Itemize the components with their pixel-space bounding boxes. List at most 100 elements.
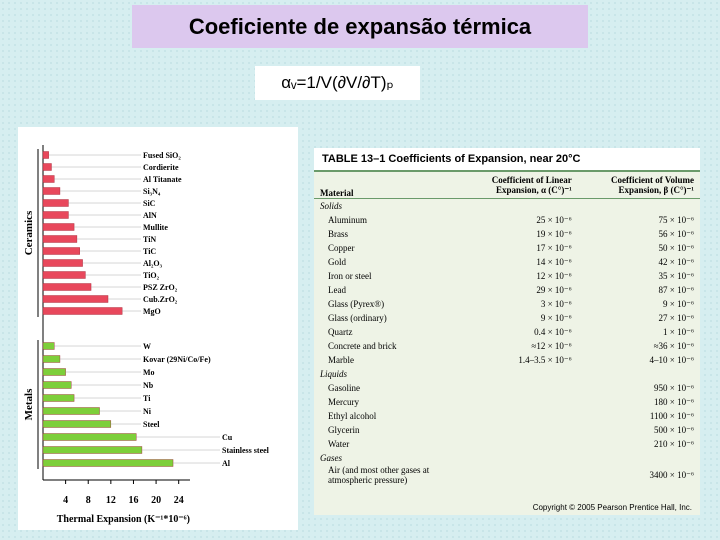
group-label: Ceramics [23, 210, 35, 255]
empty-cell [457, 423, 578, 437]
bar [42, 355, 61, 363]
linear-coefficient: 19 × 10⁻⁶ [536, 228, 572, 239]
linear-coefficient: 0.4 × 10⁻⁶ [534, 326, 572, 337]
volume-coefficient: 950 × 10⁻⁶ [654, 382, 694, 393]
material: Mercury [328, 397, 359, 407]
table-row: Glycerin 500 × 10⁻⁶ [314, 423, 700, 437]
table-panel: TABLE 13–1 Coefficients of Expansion, ne… [314, 148, 700, 515]
bar [42, 163, 52, 171]
bar [42, 420, 112, 428]
category-label: SiC [143, 199, 156, 208]
volume-coefficient: 1 × 10⁻⁶ [663, 326, 694, 337]
x-tick-label: 12 [106, 495, 116, 506]
category-label: Ti [143, 394, 151, 403]
table-row: Water 210 × 10⁻⁶ [314, 437, 700, 451]
bar [42, 247, 80, 255]
material: Air (and most other gases at atmospheric… [328, 465, 430, 485]
bar [42, 446, 143, 454]
section-name: Solids [320, 201, 343, 211]
table-row: Copper 17 × 10⁻⁶ 50 × 10⁻⁶ [314, 241, 700, 255]
x-axis-label: Thermal Expansion (K⁻¹*10⁻⁶) [57, 514, 190, 525]
category-label: Fused SiO₂ [143, 151, 181, 160]
category-label: PSZ ZrO₂ [143, 283, 178, 292]
table-row: Gold 14 × 10⁻⁶ 42 × 10⁻⁶ [314, 255, 700, 269]
bar [42, 407, 100, 415]
empty-cell [457, 395, 578, 409]
linear-coefficient: 3 × 10⁻⁶ [540, 298, 572, 309]
bar [42, 175, 55, 183]
table-row: Air (and most other gases at atmospheric… [314, 465, 700, 485]
volume-coefficient: 500 × 10⁻⁶ [654, 424, 694, 435]
category-label: Steel [143, 420, 160, 429]
volume-coefficient: 75 × 10⁻⁶ [658, 214, 694, 225]
bar [42, 368, 66, 376]
volume-coefficient: 56 × 10⁻⁶ [658, 228, 694, 239]
section-row: Liquids [314, 367, 700, 381]
volume-coefficient: 42 × 10⁻⁶ [658, 256, 694, 267]
empty-cell [457, 465, 578, 485]
material: Glass (Pyrex®) [328, 299, 385, 309]
slide-title: Coeficiente de expansão térmica [132, 5, 588, 48]
category-label: Al Titanate [143, 175, 182, 184]
volume-coefficient: 87 × 10⁻⁶ [658, 284, 694, 295]
x-tick-label: 16 [128, 495, 138, 506]
table-row: Mercury 180 × 10⁻⁶ [314, 395, 700, 409]
table-row: Marble 1.4–3.5 × 10⁻⁶ 4–10 × 10⁻⁶ [314, 353, 700, 367]
bar [42, 381, 72, 389]
material: Copper [328, 243, 355, 253]
copyright: Copyright © 2005 Pearson Prentice Hall, … [532, 503, 692, 512]
volume-coefficient: 180 × 10⁻⁶ [654, 396, 694, 407]
empty-cell [457, 409, 578, 423]
category-label: Al₂O₃ [143, 259, 163, 268]
volume-coefficient: 210 × 10⁻⁶ [654, 438, 694, 449]
section-row: Gases [314, 451, 700, 465]
material: Lead [328, 285, 346, 295]
section-name: Liquids [320, 369, 348, 379]
bar [42, 259, 83, 267]
volume-coefficient: 3400 × 10⁻⁶ [649, 469, 694, 480]
table-row: Gasoline 950 × 10⁻⁶ [314, 381, 700, 395]
x-tick-label: 8 [86, 495, 91, 506]
volume-coefficient: 27 × 10⁻⁶ [658, 312, 694, 323]
category-label: Nb [143, 381, 154, 390]
bar [42, 187, 61, 195]
volume-coefficient: 50 × 10⁻⁶ [658, 242, 694, 253]
material: Glycerin [328, 425, 360, 435]
bar [42, 271, 86, 279]
section-name: Gases [320, 453, 342, 463]
bar [42, 283, 92, 291]
volume-coefficient: 9 × 10⁻⁶ [663, 298, 694, 309]
table-row: Ethyl alcohol 1100 × 10⁻⁶ [314, 409, 700, 423]
bar [42, 211, 69, 219]
x-tick-label: 24 [174, 495, 184, 506]
linear-coefficient: 14 × 10⁻⁶ [536, 256, 572, 267]
bar [42, 459, 174, 467]
category-label: Cordierite [143, 163, 179, 172]
category-label: MgO [143, 307, 161, 316]
material: Water [328, 439, 350, 449]
x-tick-label: 20 [151, 495, 161, 506]
category-label: Si₃N₄ [143, 187, 161, 196]
bar [42, 235, 78, 243]
category-label: Al [222, 459, 231, 468]
volume-coefficient: ≈36 × 10⁻⁶ [653, 340, 694, 351]
category-label: Mullite [143, 223, 168, 232]
empty-cell [457, 381, 578, 395]
material: Gold [328, 257, 346, 267]
linear-coefficient: ≈12 × 10⁻⁶ [531, 340, 572, 351]
category-label: TiN [143, 235, 156, 244]
bar [42, 433, 137, 441]
column-header: Coefficient of Linear Expansion, α (C°)⁻… [457, 172, 578, 199]
bar [42, 307, 123, 315]
table-row: Concrete and brick ≈12 × 10⁻⁶ ≈36 × 10⁻⁶ [314, 339, 700, 353]
bar [42, 394, 75, 402]
category-label: AlN [143, 211, 157, 220]
material: Glass (ordinary) [328, 313, 387, 323]
category-label: Ni [143, 407, 152, 416]
table-row: Brass 19 × 10⁻⁶ 56 × 10⁻⁶ [314, 227, 700, 241]
linear-coefficient: 12 × 10⁻⁶ [536, 270, 572, 281]
category-label: Mo [143, 368, 155, 377]
bar [42, 151, 49, 159]
volume-coefficient: 1100 × 10⁻⁶ [649, 410, 694, 421]
